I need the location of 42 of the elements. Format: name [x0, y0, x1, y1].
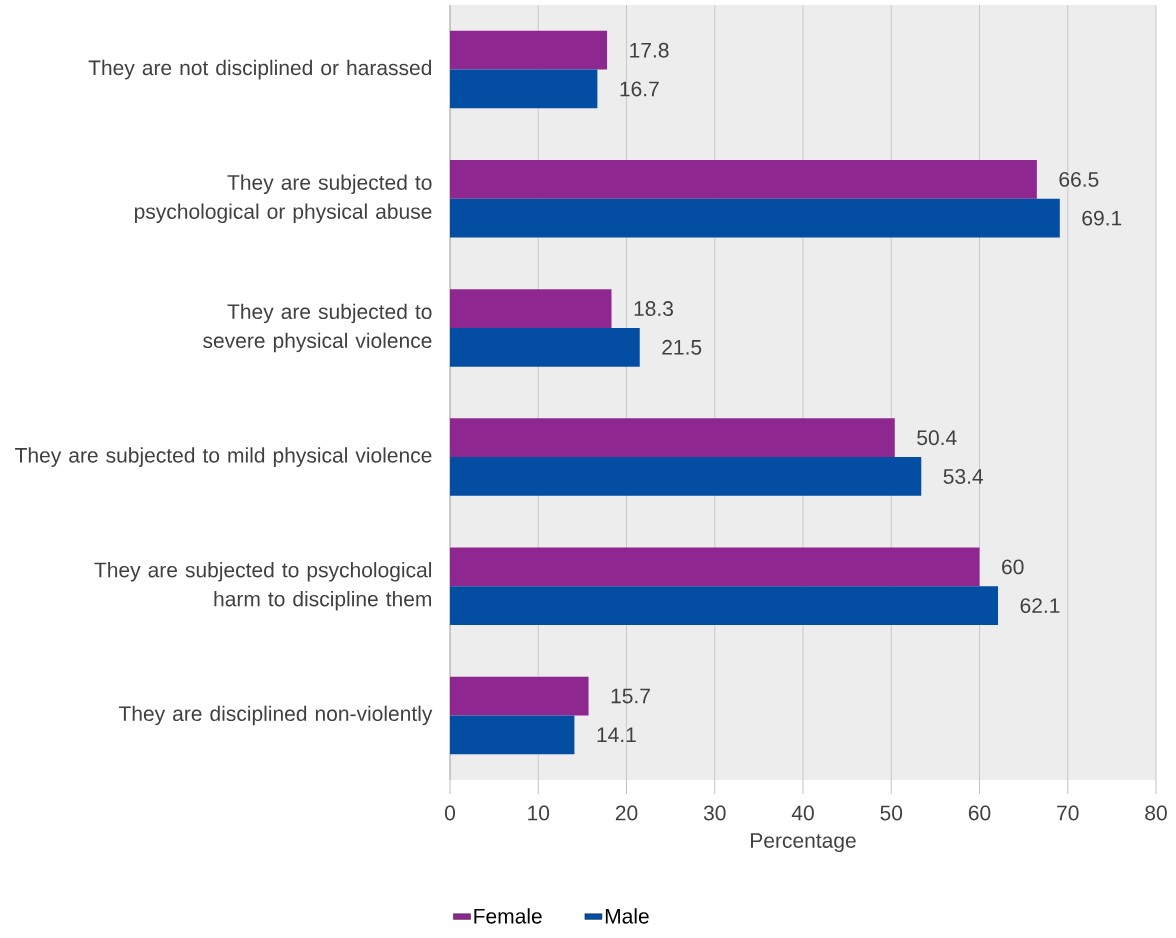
bar — [450, 198, 1060, 238]
bar — [450, 715, 575, 755]
data-label: 50.4 — [917, 430, 957, 446]
x-tick-label: 0 — [444, 805, 456, 821]
x-tick-label: 80 — [1145, 805, 1167, 821]
x-tick-label: 30 — [703, 805, 726, 821]
y-tick-label: They are subjected to severe physical violence — [203, 303, 432, 353]
y-tick-label: They are subjected to mild physical violence — [15, 447, 432, 467]
x-tick-label: 50 — [880, 805, 903, 821]
data-label: 60 — [1002, 559, 1024, 575]
bar — [450, 69, 598, 109]
data-label: 66.5 — [1059, 171, 1099, 187]
y-tick-label: They are subjected to psychological harm to discipline them — [94, 561, 432, 611]
data-label: 18.3 — [634, 301, 673, 316]
x-tick-label: 60 — [968, 805, 991, 821]
y-tick-label: They are subjected to psychological or physical abuse — [134, 174, 432, 224]
x-axis-title: Percentage — [751, 833, 856, 853]
bar — [450, 160, 1037, 199]
data-label: 17.8 — [630, 42, 669, 58]
x-tick-label: 40 — [791, 805, 814, 821]
x-tick-label: 70 — [1057, 805, 1079, 821]
legend-label: Male — [605, 908, 649, 924]
bar — [450, 676, 589, 716]
data-label: 14.1 — [597, 727, 636, 743]
data-label: 15.7 — [611, 688, 650, 704]
bar — [450, 30, 608, 70]
y-tick-label: They are not disciplined or harassed — [88, 59, 432, 80]
bar — [450, 586, 999, 626]
legend-label: Female — [474, 908, 542, 924]
bar — [450, 289, 612, 328]
x-tick-label: 10 — [528, 805, 550, 821]
x-tick-label: 20 — [615, 805, 638, 821]
y-tick-label: They are disciplined non-violently — [118, 705, 433, 726]
data-label: 69.1 — [1082, 210, 1122, 226]
data-label: 62.1 — [1020, 598, 1060, 614]
data-label: 53.4 — [943, 469, 984, 484]
data-label: 21.5 — [662, 339, 702, 355]
bar — [450, 457, 922, 496]
data-label: 16.7 — [620, 81, 659, 97]
bar — [450, 327, 640, 367]
bar — [450, 418, 895, 458]
bar — [450, 547, 980, 587]
